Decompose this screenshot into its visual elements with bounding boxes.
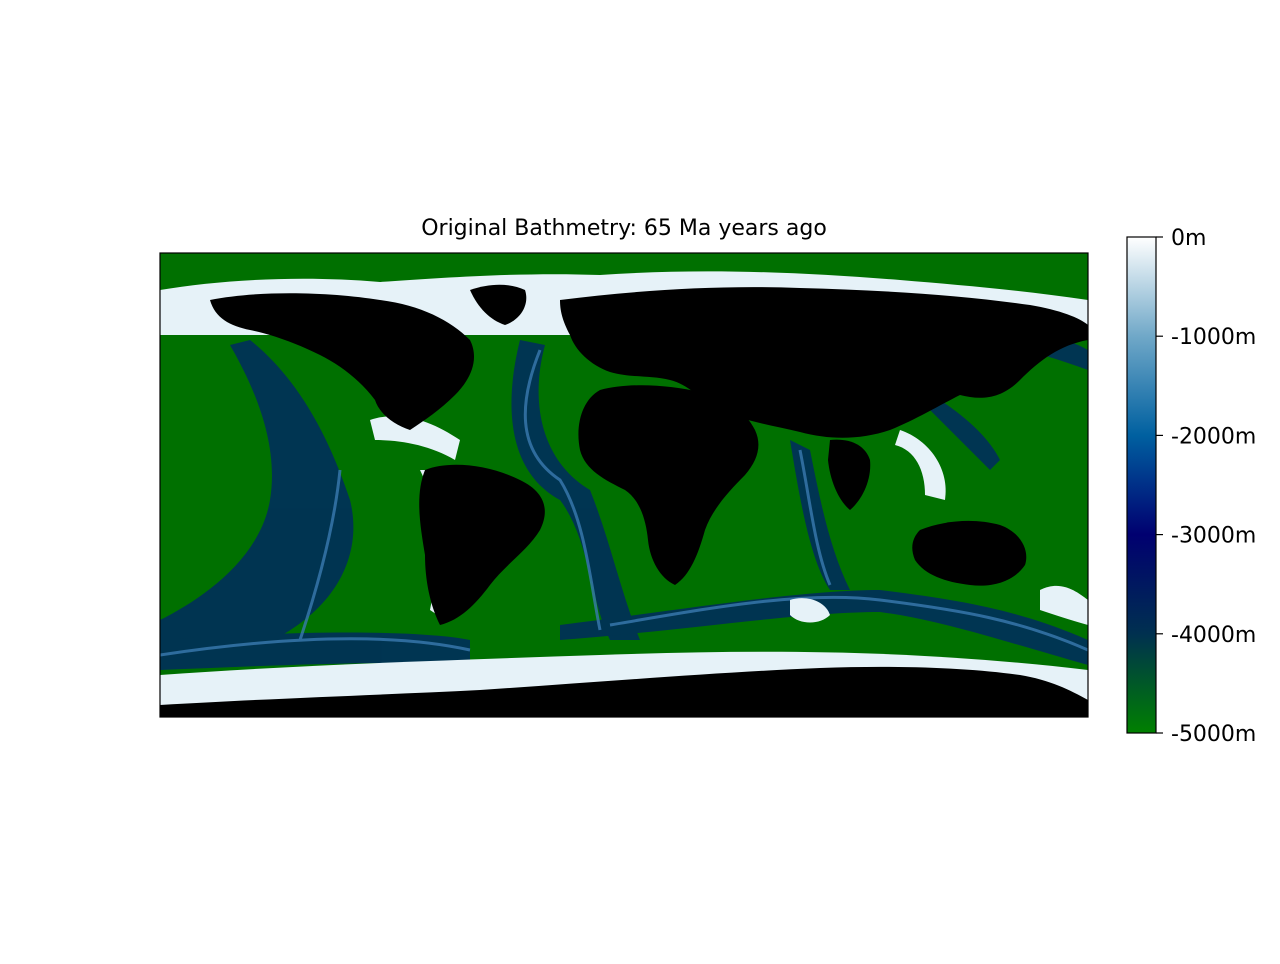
ocean-ridges xyxy=(160,349,1088,657)
ocean-mid-depth xyxy=(160,330,1088,670)
arctic-shelf xyxy=(160,253,1088,263)
colorbar-tick-label: -5000m xyxy=(1171,722,1256,747)
colorbar-tick-label: -1000m xyxy=(1171,325,1256,350)
land-north-america xyxy=(210,293,475,430)
land-antarctica xyxy=(160,666,1088,717)
colorbar-gradient xyxy=(1127,237,1156,733)
chart-title: Original Bathmetry: 65 Ma years ago xyxy=(421,216,827,241)
land-india xyxy=(828,439,871,510)
colorbar: 0m -1000m -2000m -3000m -4000m -5000m xyxy=(1126,226,1256,747)
land-africa xyxy=(578,385,759,585)
land-australia xyxy=(912,520,1027,586)
colorbar-tick-label: 0m xyxy=(1171,226,1206,251)
colorbar-tick-label: -2000m xyxy=(1171,424,1256,449)
colorbar-frame xyxy=(1126,236,1157,734)
colorbar-ticks: 0m -1000m -2000m -3000m -4000m -5000m xyxy=(1156,226,1256,747)
land-masses xyxy=(160,284,1088,717)
land-eurasia xyxy=(560,287,1088,438)
land-south-america xyxy=(419,464,545,625)
land-greenland xyxy=(470,284,527,325)
colorbar-tick-label: -3000m xyxy=(1171,524,1256,549)
colorbar-tick-label: -4000m xyxy=(1171,623,1256,648)
bathymetry-map xyxy=(160,253,1088,717)
map-frame xyxy=(159,252,1089,718)
